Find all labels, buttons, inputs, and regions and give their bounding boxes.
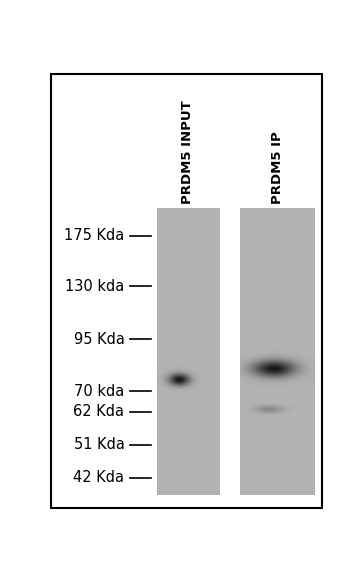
Text: 42 Kda: 42 Kda bbox=[74, 471, 124, 486]
Text: 95 Kda: 95 Kda bbox=[74, 332, 124, 347]
Bar bbox=[157, 209, 219, 495]
Text: 62 Kda: 62 Kda bbox=[74, 404, 124, 419]
Bar bbox=[240, 209, 315, 495]
Text: PRDM5 IP: PRDM5 IP bbox=[271, 132, 284, 204]
Text: 175 Kda: 175 Kda bbox=[64, 228, 124, 243]
Text: 51 Kda: 51 Kda bbox=[74, 437, 124, 453]
Text: 70 kda: 70 kda bbox=[74, 384, 124, 399]
Text: 130 kda: 130 kda bbox=[65, 279, 124, 294]
Text: PRDM5 INPUT: PRDM5 INPUT bbox=[182, 101, 194, 204]
